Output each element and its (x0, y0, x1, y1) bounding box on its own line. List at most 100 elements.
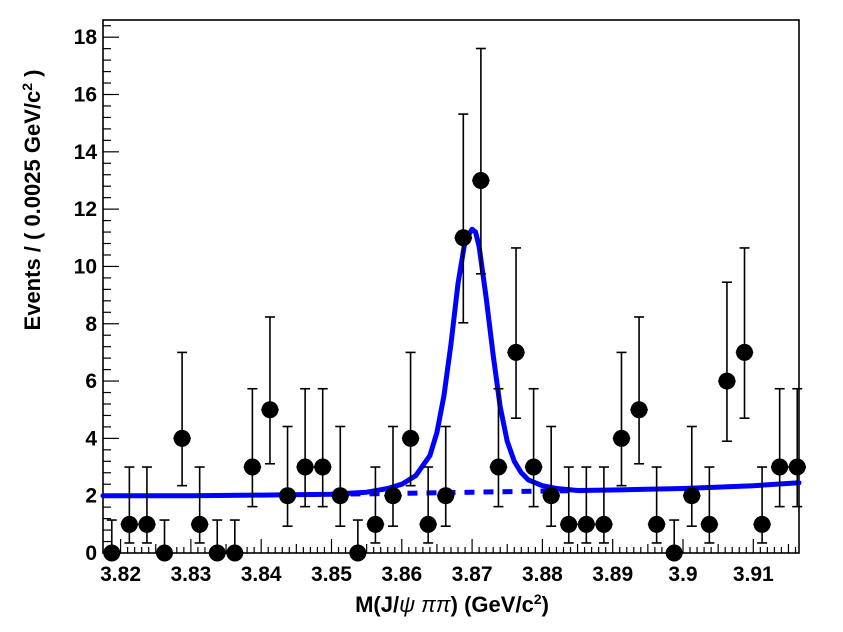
data-point (226, 519, 244, 562)
data-point (683, 425, 701, 527)
x-tick-label: 3.9 (668, 563, 697, 586)
data-point (384, 425, 402, 527)
data-point (454, 113, 473, 324)
y-tick-label: 8 (85, 313, 97, 336)
y-tick-label: 14 (74, 141, 98, 164)
data-point (208, 519, 227, 562)
data-marker (700, 515, 718, 533)
data-marker (560, 515, 578, 533)
data-marker (612, 429, 630, 447)
data-point (542, 425, 560, 527)
data-marker (472, 171, 490, 189)
data-marker (577, 515, 595, 533)
data-marker (788, 458, 806, 476)
data-marker (191, 515, 209, 533)
data-marker (138, 515, 156, 533)
data-point (700, 466, 719, 544)
data-point (559, 466, 578, 544)
x-tick-label: 3.89 (592, 563, 633, 586)
data-marker (419, 515, 437, 533)
data-point (577, 466, 596, 544)
x-tick-label: 3.91 (733, 563, 774, 586)
data-marker (402, 429, 420, 447)
data-points (103, 47, 807, 562)
data-marker (296, 458, 314, 476)
data-marker (261, 401, 279, 419)
data-point (278, 425, 297, 527)
data-marker (173, 429, 191, 447)
data-point (788, 387, 807, 508)
data-point (103, 519, 121, 562)
data-point (436, 425, 455, 527)
data-marker (279, 487, 297, 505)
fit-curves (100, 226, 802, 499)
y-tick-label: 2 (85, 485, 97, 508)
data-marker (120, 515, 138, 533)
data-point (261, 316, 279, 465)
data-marker (507, 343, 525, 361)
y-axis: 0 2 4 6 8 10 12 14 16 18 (74, 25, 119, 565)
y-tick-label: 0 (85, 542, 97, 565)
data-point (647, 466, 666, 544)
x-tick-label: 3.86 (381, 563, 422, 586)
data-point (366, 466, 385, 544)
data-point (524, 387, 543, 508)
data-marker (437, 487, 455, 505)
x-tick-label: 3.85 (311, 563, 352, 586)
data-marker (226, 544, 244, 562)
data-marker (103, 544, 121, 562)
x-axis-title: M(J/ψ ππ) (GeV/c2) (355, 591, 549, 617)
y-tick-label: 18 (74, 26, 98, 49)
data-point (770, 387, 789, 508)
total-fit-curve (100, 226, 802, 499)
data-marker (525, 458, 543, 476)
data-point (753, 466, 771, 544)
data-marker (156, 544, 174, 562)
y-tick-label: 12 (74, 198, 97, 221)
data-point (612, 351, 631, 487)
data-point (419, 466, 437, 544)
y-tick-label: 16 (74, 84, 97, 107)
data-marker (314, 458, 332, 476)
data-point (296, 387, 314, 508)
data-point (472, 47, 490, 275)
data-point (313, 387, 332, 508)
data-marker (384, 487, 402, 505)
x-tick-label: 3.88 (522, 563, 563, 586)
data-marker (753, 515, 771, 533)
data-marker (331, 487, 349, 505)
data-marker (489, 458, 507, 476)
y-tick-label: 10 (74, 255, 97, 278)
data-marker (665, 544, 683, 562)
data-point (718, 281, 736, 443)
data-marker (454, 229, 472, 247)
data-point (489, 387, 508, 508)
data-marker (771, 458, 789, 476)
data-point (155, 519, 174, 562)
data-point (630, 316, 648, 465)
y-tick-label: 4 (85, 427, 97, 450)
data-marker (648, 515, 666, 533)
data-point (595, 466, 613, 544)
x-tick-label: 3.83 (170, 563, 211, 586)
data-point (331, 425, 350, 527)
y-tick-label: 6 (85, 370, 97, 393)
data-point (735, 247, 754, 419)
x-tick-label: 3.82 (100, 563, 141, 586)
y-axis-title: Events / ( 0.0025 GeV/c2 ) (19, 70, 45, 331)
data-point (138, 466, 156, 544)
x-tick-label: 3.87 (452, 563, 493, 586)
data-marker (542, 487, 560, 505)
data-point (349, 519, 367, 562)
data-marker (683, 487, 701, 505)
data-marker (243, 458, 261, 476)
data-marker (349, 544, 367, 562)
data-point (243, 387, 262, 508)
data-point (190, 466, 209, 544)
data-point (401, 351, 420, 487)
x-tick-label: 3.84 (241, 563, 282, 586)
data-point (665, 519, 683, 562)
x-axis: 3.82 3.83 3.84 3.85 3.86 3.87 3.88 3.89 3.9 3.91 (100, 539, 797, 586)
plot-frame (102, 19, 800, 554)
